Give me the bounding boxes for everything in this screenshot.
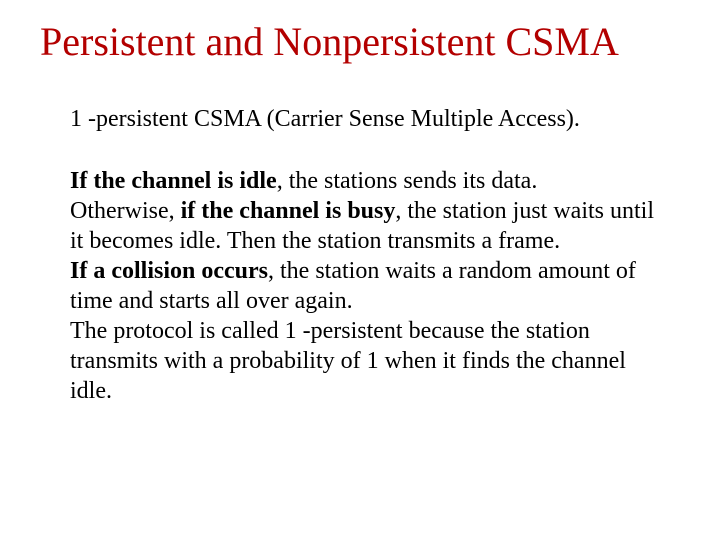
p3-strong: If a collision occurs <box>70 258 268 284</box>
paragraph-2: Otherwise, if the channel is busy, the s… <box>70 196 660 256</box>
subtitle: 1 -persistent CSMA (Carrier Sense Multip… <box>70 104 660 134</box>
p2-strong: if the channel is busy <box>181 198 396 224</box>
paragraph-4: The protocol is called 1 -persistent bec… <box>70 316 660 406</box>
slide: Persistent and Nonpersistent CSMA 1 -per… <box>0 0 720 540</box>
paragraph-3: If a collision occurs, the station waits… <box>70 256 660 316</box>
p1-rest: , the stations sends its data. <box>277 168 538 194</box>
page-title: Persistent and Nonpersistent CSMA <box>40 20 680 64</box>
paragraph-1: If the channel is idle, the stations sen… <box>70 166 660 196</box>
p2-a: Otherwise, <box>70 198 181 224</box>
p1-strong: If the channel is idle <box>70 168 277 194</box>
body-text: 1 -persistent CSMA (Carrier Sense Multip… <box>40 104 680 406</box>
